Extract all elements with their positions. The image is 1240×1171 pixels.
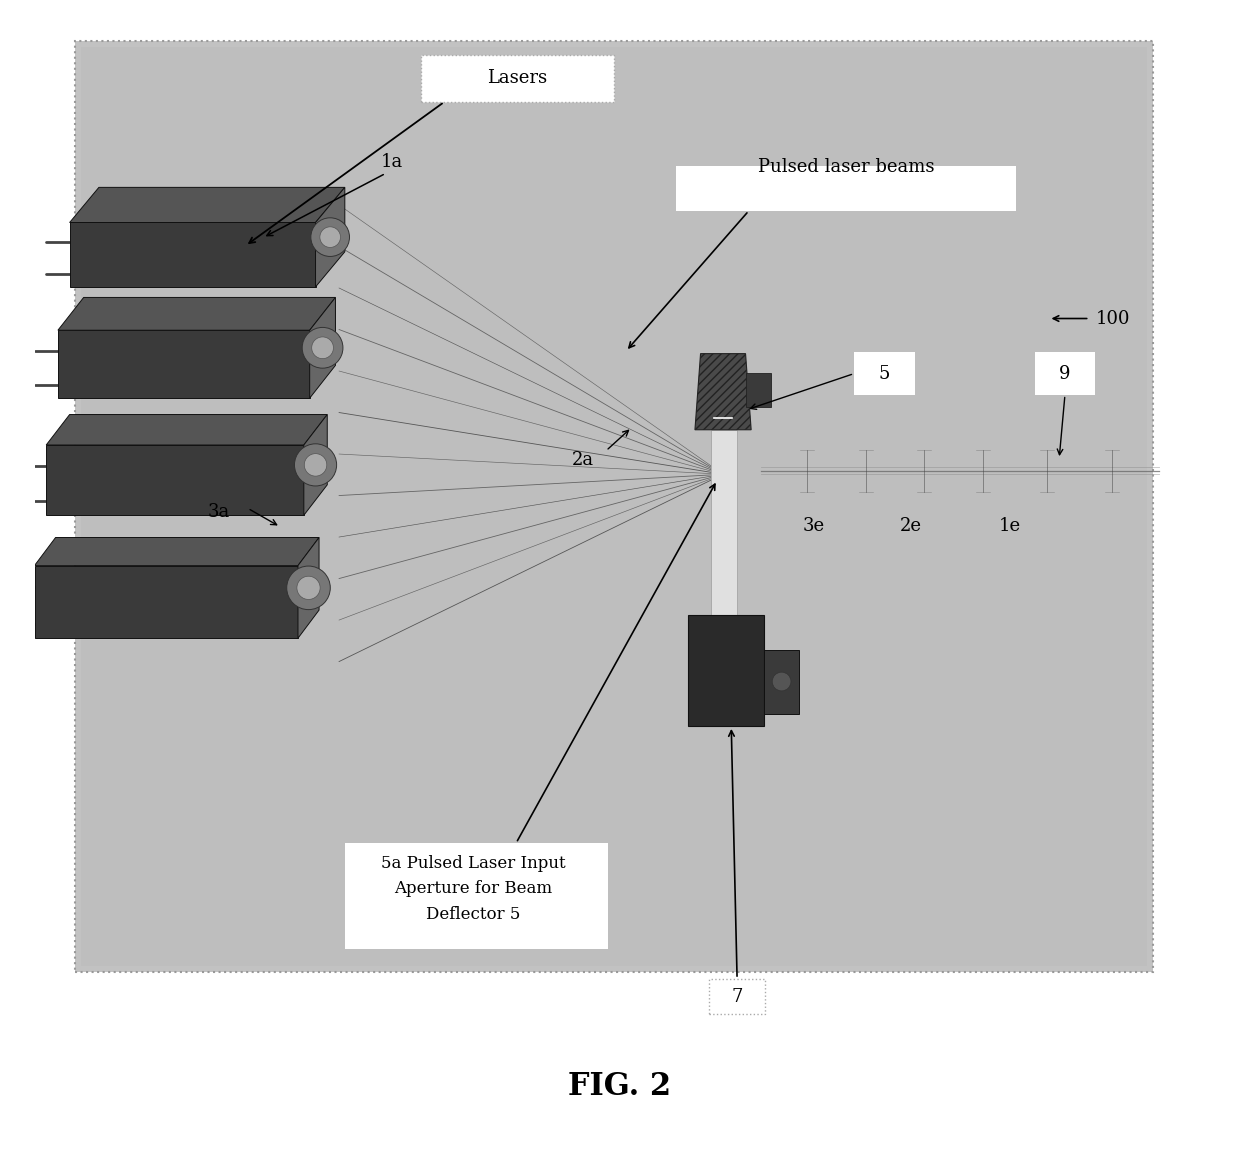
FancyBboxPatch shape	[76, 41, 1153, 972]
Text: 1e: 1e	[999, 516, 1021, 535]
Circle shape	[296, 576, 320, 600]
Polygon shape	[694, 354, 751, 430]
Polygon shape	[69, 187, 345, 222]
FancyBboxPatch shape	[345, 843, 609, 949]
Text: 9: 9	[1059, 364, 1070, 383]
Polygon shape	[46, 445, 304, 515]
Text: 1a: 1a	[381, 152, 403, 171]
Circle shape	[303, 328, 343, 368]
Text: Lasers: Lasers	[487, 69, 548, 88]
Polygon shape	[35, 566, 298, 638]
FancyBboxPatch shape	[709, 979, 765, 1014]
Polygon shape	[58, 330, 310, 398]
Circle shape	[304, 453, 327, 477]
Text: 5: 5	[879, 364, 890, 383]
Text: Pulsed laser beams: Pulsed laser beams	[758, 158, 934, 177]
Polygon shape	[35, 537, 319, 566]
Text: FIG. 2: FIG. 2	[568, 1071, 672, 1102]
FancyBboxPatch shape	[854, 352, 915, 395]
Circle shape	[294, 444, 336, 486]
FancyBboxPatch shape	[420, 55, 614, 102]
Polygon shape	[304, 415, 327, 515]
Circle shape	[311, 218, 350, 256]
Polygon shape	[58, 297, 336, 330]
Circle shape	[311, 337, 334, 358]
Text: 3e: 3e	[802, 516, 825, 535]
Text: 2a: 2a	[572, 451, 594, 470]
Text: 7: 7	[732, 987, 743, 1006]
Text: 2e: 2e	[899, 516, 921, 535]
Text: 3a: 3a	[207, 502, 229, 521]
Text: 100: 100	[1095, 309, 1130, 328]
Text: 5a Pulsed Laser Input: 5a Pulsed Laser Input	[382, 855, 565, 871]
FancyBboxPatch shape	[745, 372, 771, 408]
Circle shape	[286, 566, 330, 610]
Circle shape	[773, 672, 791, 691]
FancyBboxPatch shape	[1034, 352, 1095, 395]
Polygon shape	[69, 222, 315, 287]
FancyBboxPatch shape	[676, 166, 1016, 211]
FancyBboxPatch shape	[688, 615, 764, 726]
Circle shape	[320, 227, 341, 247]
FancyBboxPatch shape	[82, 47, 1147, 966]
FancyBboxPatch shape	[764, 650, 799, 714]
Text: Aperture for Beam: Aperture for Beam	[394, 881, 553, 897]
Text: Deflector 5: Deflector 5	[427, 906, 521, 923]
Polygon shape	[315, 187, 345, 287]
Polygon shape	[298, 537, 319, 638]
FancyBboxPatch shape	[712, 430, 737, 615]
Polygon shape	[46, 415, 327, 445]
Polygon shape	[310, 297, 336, 398]
